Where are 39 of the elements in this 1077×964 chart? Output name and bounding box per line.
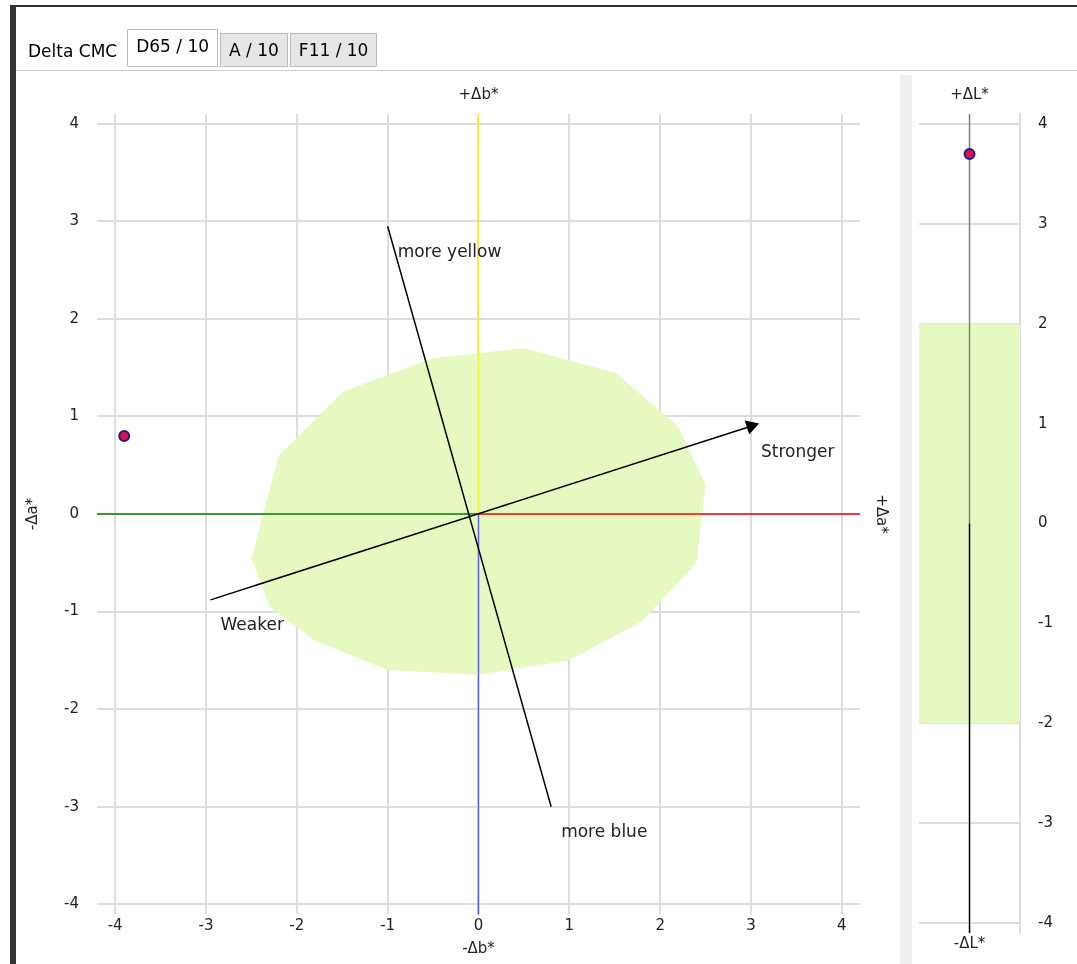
text: Delta CMC xyxy=(27,40,119,63)
x-tick-label: 2 xyxy=(655,915,665,934)
y2-axis-title: +Δa* xyxy=(873,494,892,535)
y-tick-label: 4 xyxy=(1038,113,1048,132)
x-tick-label: 1 xyxy=(564,915,575,934)
y-tick-label: 0 xyxy=(1038,513,1048,532)
y-axis-title: -Δa* xyxy=(22,497,41,531)
y-tick-label: 1 xyxy=(69,406,79,425)
annotation: Weaker xyxy=(220,614,284,635)
y-tick-label: -2 xyxy=(1038,713,1054,732)
x-tick-label: 3 xyxy=(746,915,756,934)
y-tick-label: 4 xyxy=(69,113,79,132)
y-tick-label: 2 xyxy=(69,308,79,327)
y-tick-label: 2 xyxy=(1038,313,1048,332)
x-tick-label: 0 xyxy=(473,915,484,934)
y-tick-label: -3 xyxy=(1038,813,1054,832)
y-tick-label: 3 xyxy=(1038,213,1048,232)
x-tick-label: -3 xyxy=(198,915,214,934)
x-axis-title: -Δb* xyxy=(462,938,496,957)
x2-axis-title: +Δb* xyxy=(458,84,499,103)
y-tick-label: -1 xyxy=(63,601,79,620)
x-tick-label: -4 xyxy=(107,915,123,934)
x2-axis-title: +ΔL* xyxy=(950,84,990,103)
x-axis-title: -ΔL* xyxy=(953,933,986,952)
x-tick-label: 4 xyxy=(837,915,847,934)
y-tick-label: -4 xyxy=(63,894,79,913)
text: A / 10 xyxy=(220,33,288,67)
y-tick-label: 3 xyxy=(69,211,79,230)
annotation: Stronger xyxy=(760,440,835,461)
text: F11 / 10 xyxy=(289,33,378,67)
text: D65 / 10 xyxy=(127,29,219,67)
x-tick-label: -1 xyxy=(380,915,396,934)
y-tick-label: 0 xyxy=(69,503,79,522)
y-tick-label: 1 xyxy=(1038,413,1048,432)
y-tick-label: -3 xyxy=(63,796,79,815)
y-tick-label: -2 xyxy=(63,699,79,718)
x-tick-label: -2 xyxy=(289,915,305,934)
y-tick-label: -1 xyxy=(1038,613,1054,632)
annotation: more blue xyxy=(561,821,648,842)
